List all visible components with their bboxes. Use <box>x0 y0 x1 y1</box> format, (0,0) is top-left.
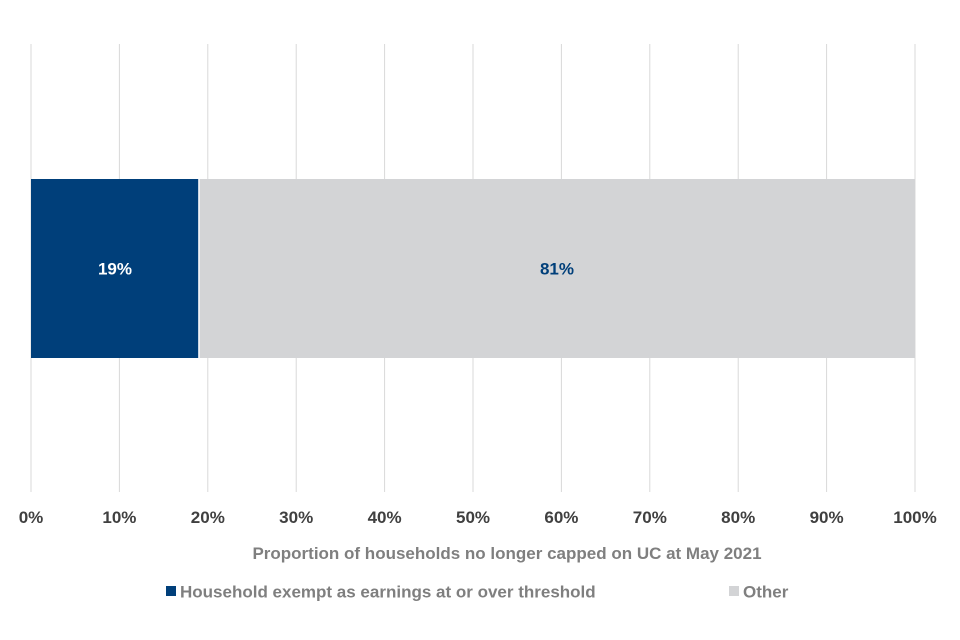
legend-label: Household exempt as earnings at or over … <box>180 583 596 602</box>
x-tick-label: 20% <box>191 508 225 527</box>
x-axis-title: Proportion of households no longer cappe… <box>252 544 761 563</box>
x-tick-label: 100% <box>893 508 936 527</box>
x-tick-label: 30% <box>279 508 313 527</box>
x-tick-label: 80% <box>721 508 755 527</box>
x-tick-label: 90% <box>810 508 844 527</box>
bar-segment <box>198 179 915 358</box>
data-label: 81% <box>540 260 574 279</box>
legend-swatch <box>729 586 739 596</box>
x-tick-label: 0% <box>19 508 44 527</box>
bars: 19% 81% <box>31 179 915 358</box>
x-tick-label: 60% <box>544 508 578 527</box>
legend: Household exempt as earnings at or over … <box>166 583 789 602</box>
data-label: 19% <box>98 260 132 279</box>
x-tick-label: 50% <box>456 508 490 527</box>
bar-segment <box>31 179 199 358</box>
x-axis-ticks: 0% 10% 20% 30% 40% 50% 60% 70% 80% 90% 100% <box>19 508 937 527</box>
x-tick-label: 70% <box>633 508 667 527</box>
legend-swatch <box>166 586 176 596</box>
legend-label: Other <box>743 583 789 602</box>
x-tick-label: 10% <box>102 508 136 527</box>
x-tick-label: 40% <box>368 508 402 527</box>
